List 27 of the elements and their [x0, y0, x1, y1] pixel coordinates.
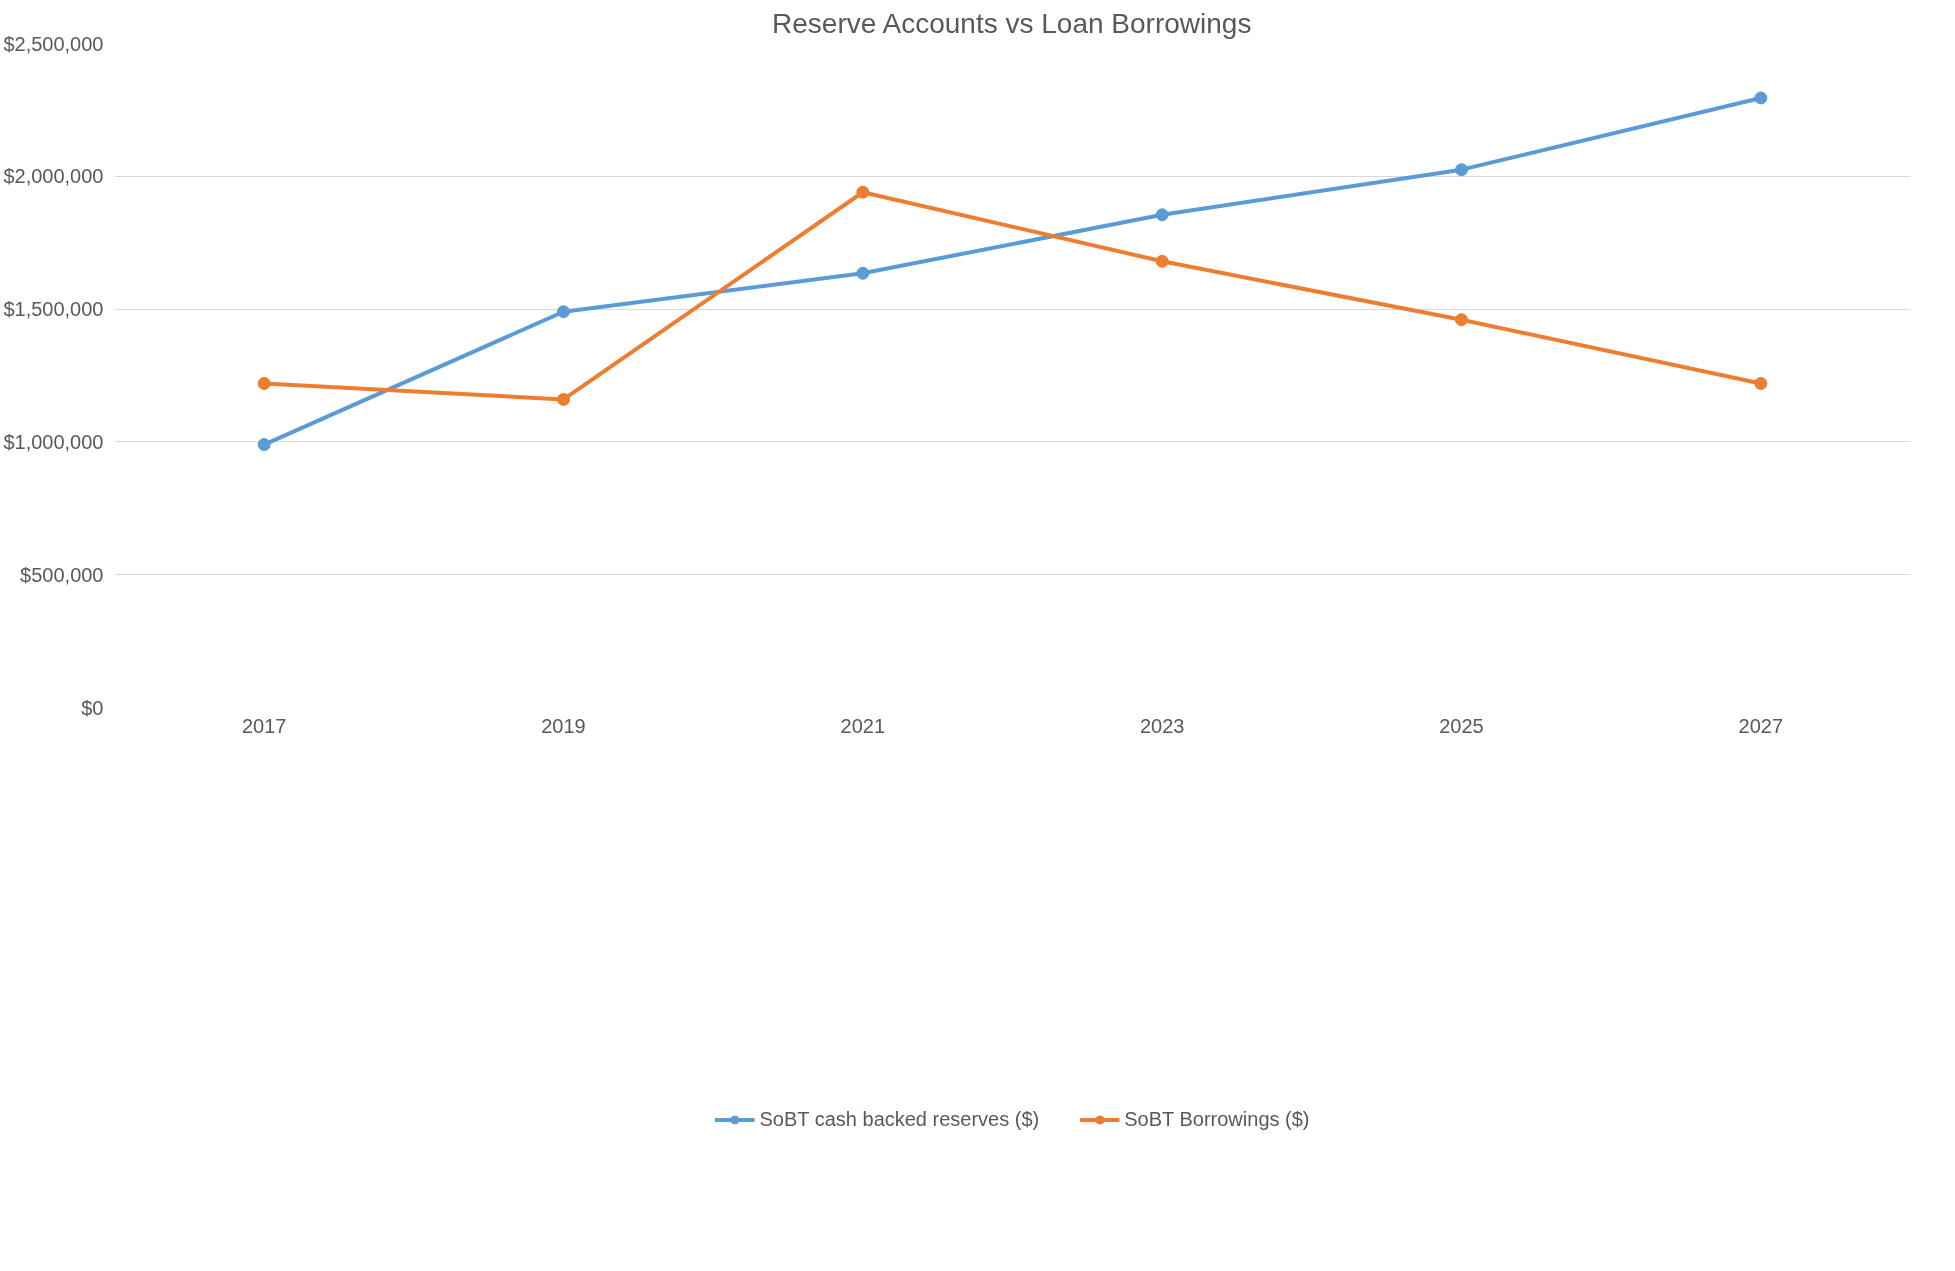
point — [257, 376, 271, 390]
y-tick-label: $500,000 — [20, 563, 104, 586]
y-tick-label: $2,000,000 — [3, 165, 104, 188]
point — [1754, 376, 1768, 390]
y-tick-label: $2,500,000 — [3, 32, 104, 55]
point — [1155, 254, 1169, 268]
chart-title: Reserve Accounts vs Loan Borrowings — [772, 7, 1252, 39]
point — [1455, 313, 1468, 327]
x-tick-label: 2021 — [840, 714, 886, 737]
y-tick-label: $1,500,000 — [3, 298, 104, 321]
legend-label: SoBT Borrowings ($) — [1124, 1107, 1310, 1131]
x-tick-label: 2027 — [1738, 714, 1784, 737]
point — [856, 185, 870, 199]
point — [257, 438, 271, 452]
point — [1455, 163, 1468, 177]
point — [557, 392, 570, 406]
x-tick-label: 2017 — [241, 714, 287, 737]
y-tick-label: $0 — [81, 696, 104, 719]
point — [1754, 91, 1768, 105]
point — [557, 305, 570, 319]
x-tick-label: 2023 — [1139, 714, 1185, 737]
y-tick-label: $1,000,000 — [3, 430, 104, 453]
legend-label: SoBT cash backed reserves ($) — [759, 1107, 1040, 1131]
point — [1155, 208, 1169, 222]
point — [856, 266, 870, 280]
x-tick-label: 2025 — [1439, 714, 1484, 737]
x-tick-label: 2019 — [541, 714, 586, 737]
